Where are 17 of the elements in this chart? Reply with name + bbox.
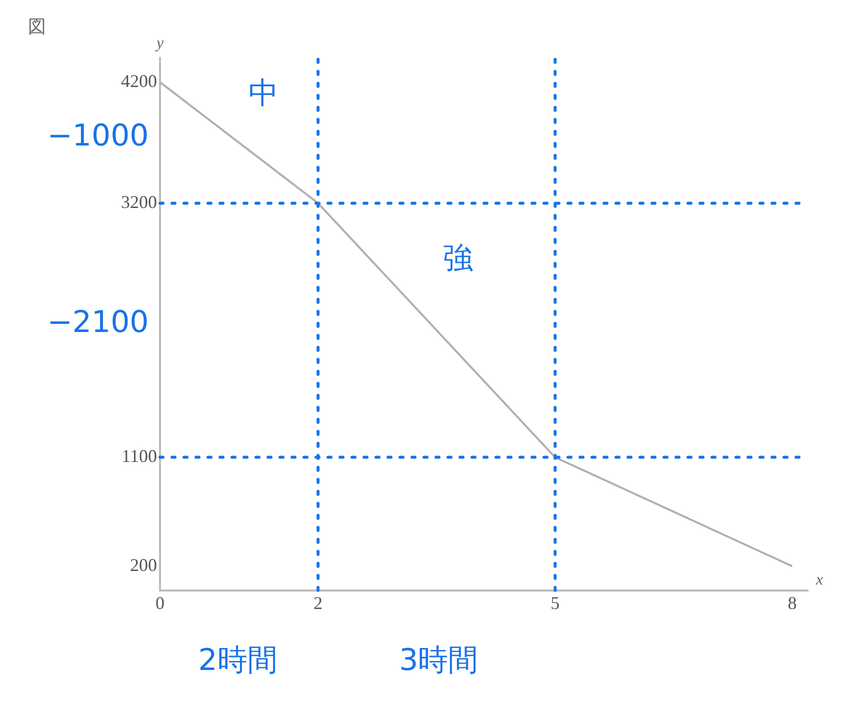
y-tick-label: 3200 [121, 192, 157, 212]
annotation: 中 [248, 76, 279, 112]
y-axis-title: y [154, 35, 164, 52]
annotation: 強 [443, 241, 474, 276]
y-tick-label: 1100 [122, 446, 157, 466]
text: 3時間 [399, 643, 478, 678]
x-tick-label: 8 [788, 592, 797, 613]
chart-title: 図 [28, 16, 46, 38]
y-tick-label: 4200 [121, 70, 157, 91]
x-tick-label: 0 [156, 592, 164, 613]
y-tick-label: 200 [130, 554, 157, 575]
text: 2時間 [198, 643, 278, 678]
text: −1000 [47, 118, 149, 154]
x-tick-label: 2 [314, 592, 323, 613]
text: −2100 [47, 304, 149, 340]
x-tick-label: 5 [550, 592, 560, 613]
x-axis-title: x [815, 572, 824, 589]
